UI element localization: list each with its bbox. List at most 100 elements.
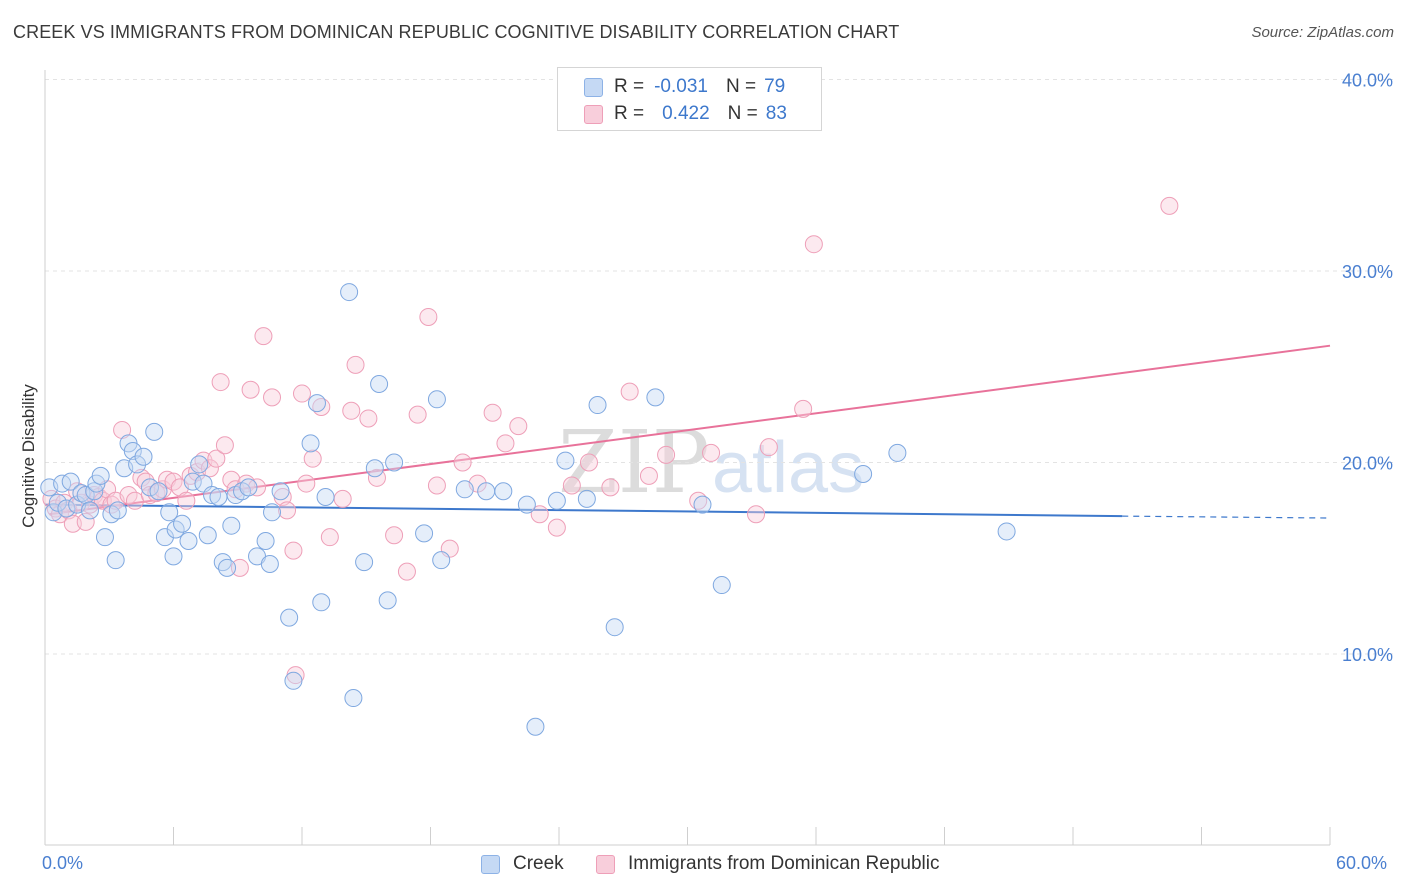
creek-point <box>198 526 217 545</box>
creek-point <box>355 553 374 572</box>
creek-point <box>256 532 275 551</box>
dominican-point <box>547 518 566 537</box>
creek-point <box>106 551 125 570</box>
dominican-point <box>579 453 598 472</box>
creek-point <box>108 501 127 520</box>
legend-n-value: 79 <box>764 76 786 97</box>
dominican-point <box>297 474 316 493</box>
creek-point <box>365 459 384 478</box>
legend-r-label: R = <box>614 76 645 97</box>
creek-point <box>123 442 142 461</box>
creek-point <box>160 503 179 522</box>
dominican-point <box>207 449 226 468</box>
dominican-point <box>397 562 416 581</box>
dominican-point <box>657 445 676 464</box>
creek-trend-line <box>44 503 1123 518</box>
dominican-point <box>620 382 639 401</box>
dominican-legend-swatch <box>596 854 615 874</box>
creek-point <box>526 717 545 736</box>
dominican-point <box>254 327 273 346</box>
creek-point <box>312 593 331 612</box>
creek-point <box>344 689 363 708</box>
dominican-point <box>794 399 813 418</box>
creek-point <box>190 455 209 474</box>
dominican-point <box>601 478 620 497</box>
dominican-point <box>346 355 365 374</box>
axes <box>44 70 1331 846</box>
creek-point <box>155 528 174 547</box>
creek-point <box>134 447 153 466</box>
dominican-point <box>759 438 778 457</box>
dominican-point <box>804 235 823 254</box>
creek-point <box>712 576 731 595</box>
dominican-trend-line <box>49 344 1331 516</box>
dominican-point <box>241 380 260 399</box>
creek-point <box>547 491 566 510</box>
dominican-point <box>125 491 144 510</box>
creek-points <box>40 283 1016 736</box>
dominican-point <box>278 501 297 520</box>
dominican-point <box>408 405 427 424</box>
creek-point <box>307 394 326 413</box>
dominican-swatch <box>584 104 603 124</box>
creek-point <box>432 551 451 570</box>
dominican-point <box>496 434 515 453</box>
dominican-point <box>747 505 766 524</box>
dominican-point <box>639 466 658 485</box>
creek-point <box>301 434 320 453</box>
dominican-point <box>293 384 311 403</box>
creek-point <box>260 554 279 573</box>
creek-point <box>85 482 104 501</box>
y-axis-title: Cognitive Disability <box>19 384 38 528</box>
chart-title: CREEK VS IMMIGRANTS FROM DOMINICAN REPUB… <box>13 22 900 42</box>
creek-point <box>517 495 536 514</box>
dominican-point <box>702 443 721 462</box>
creek-point <box>477 482 496 501</box>
bottom-legend-dominican[interactable]: Immigrants from Dominican Republic <box>596 852 940 876</box>
creek-legend-swatch <box>481 854 500 874</box>
creek-point <box>222 516 241 535</box>
dominican-point <box>453 453 472 472</box>
creek-point <box>385 453 404 472</box>
dominican-point <box>303 449 322 468</box>
dominican-point <box>385 526 404 545</box>
creek-point <box>340 283 359 302</box>
creek-point <box>179 532 198 551</box>
legend-row-dominican: R = 0.422 N = 83 <box>558 102 787 126</box>
creek-point <box>556 451 575 470</box>
dominican-point <box>483 403 502 422</box>
creek-point <box>588 396 607 415</box>
legend-n-label: N = <box>725 76 757 97</box>
creek-point <box>164 547 183 566</box>
creek-point <box>280 608 299 627</box>
dominican-point <box>215 436 234 455</box>
creek-point <box>140 478 159 497</box>
dominican-point <box>562 476 581 495</box>
y-tick-label: 40.0% <box>1342 71 1393 91</box>
creek-point <box>128 455 147 474</box>
creek-point <box>203 486 222 505</box>
creek-point <box>693 495 712 514</box>
stats-legend: R = -0.031 N = 79 R = 0.422 N = 83 <box>557 67 822 131</box>
legend-r-value: 0.422 <box>662 103 710 124</box>
creek-point <box>149 482 168 501</box>
creek-point <box>378 591 397 610</box>
creek-legend-label: Creek <box>513 853 564 874</box>
creek-point <box>284 671 303 690</box>
creek-point <box>263 503 282 522</box>
creek-point <box>455 480 474 499</box>
creek-point <box>271 482 290 501</box>
creek-point <box>888 443 907 462</box>
dominican-point <box>284 541 303 560</box>
bottom-legend-creek[interactable]: Creek <box>481 852 564 876</box>
creek-point <box>997 522 1016 541</box>
creek-point <box>80 501 99 520</box>
legend-n-value: 83 <box>765 103 787 124</box>
creek-point <box>605 618 624 637</box>
dominican-point <box>177 491 196 510</box>
creek-point <box>370 374 389 393</box>
dominican-point <box>342 401 361 420</box>
creek-point <box>61 472 80 491</box>
legend-n-label: N = <box>727 103 758 124</box>
